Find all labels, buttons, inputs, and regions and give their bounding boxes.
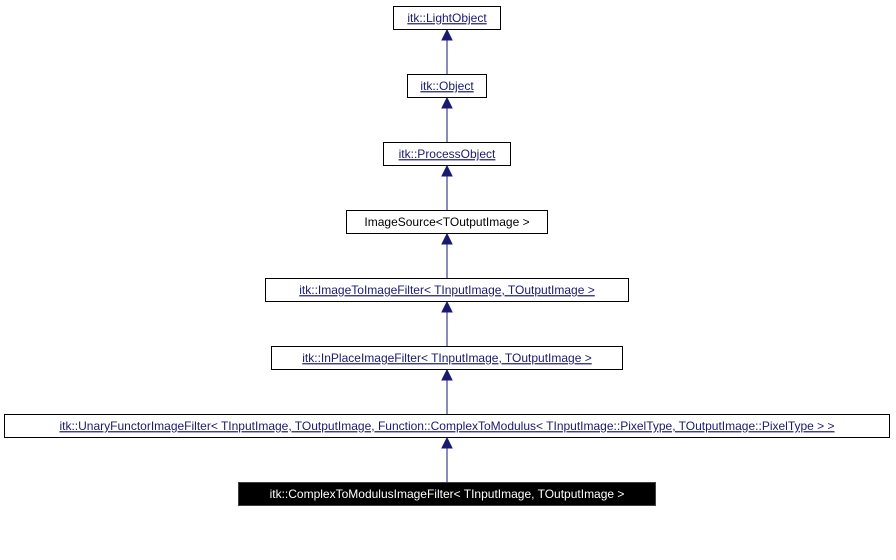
inheritance-diagram: itk::LightObjectitk::Objectitk::ProcessO… xyxy=(0,0,896,560)
class-label-image-to-image[interactable]: itk::ImageToImageFilter< TInputImage, TO… xyxy=(299,283,595,297)
inheritance-arrowhead xyxy=(442,30,452,40)
inheritance-arrowhead xyxy=(442,166,452,176)
class-label-light-object[interactable]: itk::LightObject xyxy=(407,11,487,25)
inheritance-arrowhead xyxy=(442,234,452,244)
class-label-complex-to-modulus: itk::ComplexToModulusImageFilter< TInput… xyxy=(270,487,625,501)
inheritance-arrowhead xyxy=(442,98,452,108)
class-label-object[interactable]: itk::Object xyxy=(420,79,474,93)
class-label-process-object[interactable]: itk::ProcessObject xyxy=(399,147,496,161)
class-label-unary-functor[interactable]: itk::UnaryFunctorImageFilter< TInputImag… xyxy=(59,419,834,433)
class-label-image-source: ImageSource<TOutputImage > xyxy=(364,215,529,229)
class-label-in-place[interactable]: itk::InPlaceImageFilter< TInputImage, TO… xyxy=(302,351,592,365)
inheritance-arrowhead xyxy=(442,370,452,380)
inheritance-arrowhead xyxy=(442,302,452,312)
inheritance-arrowhead xyxy=(442,438,452,448)
